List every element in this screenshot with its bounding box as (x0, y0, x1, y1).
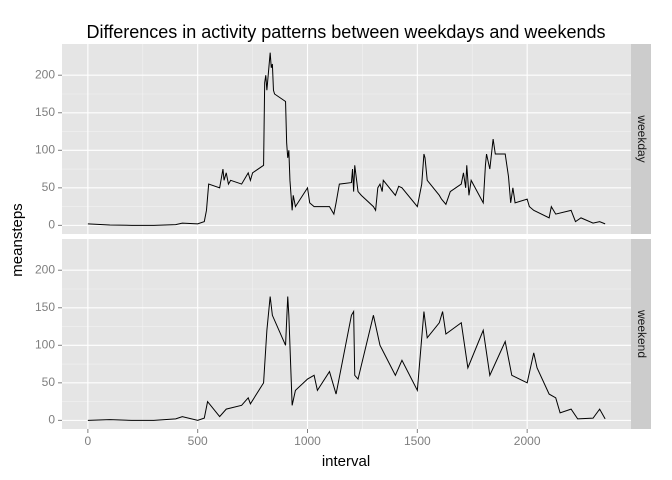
x-axis-title: interval (322, 453, 370, 470)
y-tick-label: 150 (35, 300, 55, 314)
y-tick-label: 0 (48, 218, 55, 232)
y-tick-label: 200 (35, 67, 55, 81)
y-axis-title: meansteps (9, 203, 26, 276)
x-tick-label: 1000 (294, 434, 321, 448)
y-tick-label: 100 (35, 142, 55, 156)
x-tick-label: 1500 (404, 434, 431, 448)
y-tick-label: 50 (42, 375, 56, 389)
y-tick-label: 0 (48, 413, 55, 427)
data-line (87, 296, 606, 421)
data-line (87, 52, 606, 226)
y-tick-label: 200 (35, 262, 55, 276)
strip-background (631, 239, 651, 429)
y-tick-label: 50 (42, 180, 56, 194)
x-tick-label: 0 (85, 434, 92, 448)
chart-title: Differences in activity patterns between… (87, 22, 606, 42)
panel-background (62, 44, 631, 234)
x-tick-label: 500 (188, 434, 208, 448)
strip-background (631, 44, 651, 234)
strip-label: weekend (635, 309, 649, 358)
y-tick-label: 100 (35, 337, 55, 351)
strip-label: weekday (635, 114, 649, 162)
y-tick-label: 150 (35, 105, 55, 119)
x-tick-label: 2000 (514, 434, 541, 448)
panel-background (62, 239, 631, 429)
